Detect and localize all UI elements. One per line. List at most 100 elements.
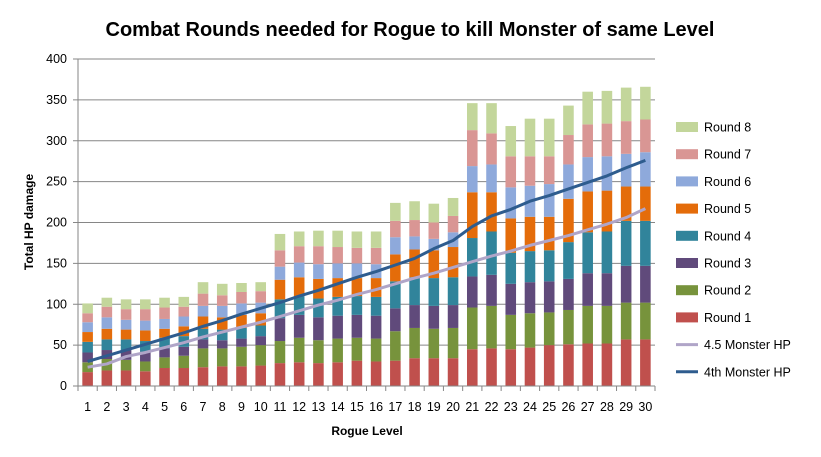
x-tick-label: 21 — [465, 400, 479, 414]
bar-segment — [428, 278, 440, 306]
bar-segment — [640, 86, 651, 120]
bar-segment — [197, 282, 209, 294]
x-tick-label: 19 — [427, 400, 441, 414]
bar-segment — [524, 347, 536, 386]
bar-segment — [543, 250, 555, 282]
bar-segment — [197, 367, 209, 386]
bar-segment — [505, 252, 517, 284]
bar-segment — [255, 291, 267, 303]
bar-segment — [178, 346, 190, 356]
bar-segment — [370, 296, 382, 316]
bar-segment — [332, 362, 343, 386]
bar-segment — [582, 157, 593, 192]
bar-segment — [216, 348, 228, 367]
bar-segment — [582, 273, 593, 306]
bar-segment — [486, 274, 497, 306]
x-tick-label: 4 — [142, 400, 149, 414]
legend-label: Round 4 — [704, 229, 751, 243]
y-tick-label: 300 — [46, 134, 67, 148]
x-tick-label: 3 — [123, 400, 130, 414]
bar-segment — [313, 230, 324, 247]
bar-segment — [197, 348, 209, 368]
bar-segment — [274, 279, 286, 300]
bar-segment — [370, 338, 382, 362]
bar-segment — [409, 277, 420, 306]
bar-segment — [101, 297, 113, 307]
bar-segment — [332, 338, 343, 363]
bar-segment — [216, 305, 228, 318]
bar-segment — [466, 276, 478, 308]
x-tick-label: 15 — [350, 400, 364, 414]
bar-segment — [82, 372, 93, 386]
legend-label: Round 2 — [704, 284, 751, 298]
bar-segment — [543, 156, 555, 185]
legend-swatch — [676, 122, 698, 132]
bar-segment — [178, 306, 190, 317]
legend-label: Round 3 — [704, 257, 751, 271]
x-tick-label: 11 — [273, 400, 286, 414]
bar-segment — [197, 316, 209, 329]
bar-segment — [543, 118, 555, 157]
bar-segment — [236, 346, 247, 367]
bar-segment — [82, 341, 93, 353]
bar-segment — [486, 133, 497, 165]
trend-lines — [87, 158, 647, 369]
bar-segment — [543, 184, 555, 217]
bar-segment — [216, 340, 228, 349]
x-tick-label: 29 — [619, 400, 633, 414]
bar-segment — [524, 118, 536, 157]
bar-segment — [120, 350, 132, 360]
bar-segment — [274, 363, 286, 386]
x-tick-label: 1 — [84, 400, 91, 414]
bar-segment — [255, 313, 267, 326]
y-tick-label: 200 — [46, 216, 67, 230]
bar-segment — [409, 249, 420, 278]
bar-segment — [505, 218, 517, 253]
legend-item: Round 1 — [676, 311, 751, 325]
bar-segment — [409, 220, 420, 237]
bar-segment — [524, 216, 536, 252]
bar-segment — [370, 278, 382, 297]
bar-segment — [274, 250, 286, 267]
bar-segment — [274, 233, 286, 251]
bar-segment — [447, 358, 459, 386]
bar-segment — [582, 343, 593, 386]
bar-segment — [524, 282, 536, 314]
bar-segment — [159, 318, 170, 329]
bar-segment — [274, 341, 286, 364]
bar-segment — [370, 231, 382, 248]
bar-segment — [313, 340, 324, 364]
bar-segment — [409, 201, 420, 221]
bar-segment — [351, 337, 363, 361]
bar-segment — [640, 339, 651, 386]
bar-segment — [486, 192, 497, 232]
bar-segment — [620, 265, 632, 303]
bar-segment — [447, 327, 459, 359]
bar-segment — [428, 358, 440, 386]
bar-segment — [543, 312, 555, 346]
bar-segment — [274, 318, 286, 342]
bar-segment — [255, 282, 267, 292]
bar-segment — [101, 328, 113, 340]
bar-segment — [466, 166, 478, 193]
bar-segment — [601, 273, 613, 306]
legend-item: Round 4 — [676, 229, 751, 243]
x-tick-label: 25 — [542, 400, 556, 414]
bar-segment — [236, 291, 247, 304]
legend-item: Round 6 — [676, 175, 751, 189]
bar-segment — [486, 305, 497, 349]
bar-segment — [620, 220, 632, 266]
bar-segment — [293, 296, 305, 315]
bar-segment — [505, 349, 517, 386]
bar-segment — [236, 303, 247, 315]
bar-segment — [197, 339, 209, 349]
x-tick-label: 24 — [523, 400, 537, 414]
bar-segment — [120, 359, 132, 371]
bar-segment — [505, 283, 517, 315]
bar-segment — [370, 361, 382, 386]
bar-segment — [293, 314, 305, 338]
bar-segment — [466, 130, 478, 167]
legend-label: 4.5 Monster HP — [704, 338, 791, 352]
bar-segment — [120, 319, 132, 330]
bar-segment — [197, 328, 209, 340]
